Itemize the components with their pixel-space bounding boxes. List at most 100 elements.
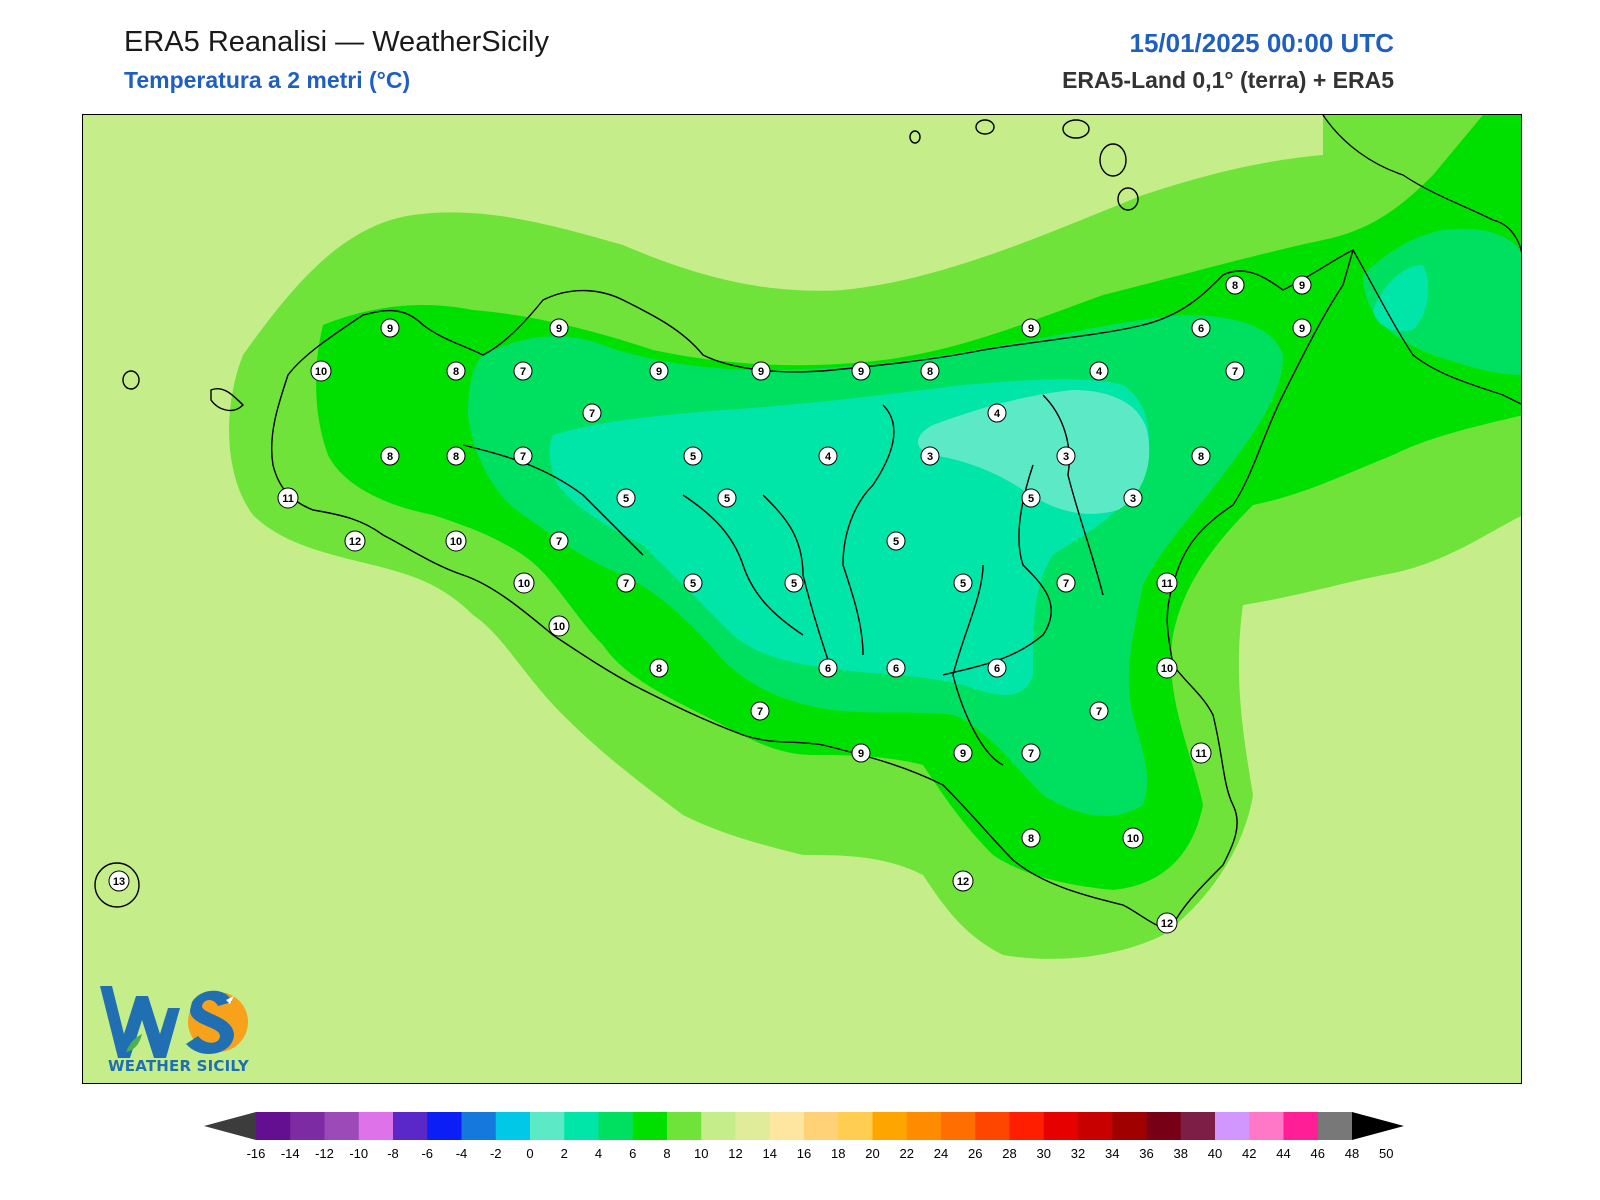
station-marker[interactable]: 9 — [380, 318, 400, 338]
station-marker[interactable]: 9 — [649, 361, 669, 381]
colorbar-swatch — [1317, 1112, 1353, 1140]
station-marker[interactable]: 10 — [310, 360, 332, 382]
colorbar-swatch — [701, 1112, 736, 1140]
station-marker[interactable]: 8 — [446, 446, 466, 466]
colorbar-tick-label: -8 — [387, 1146, 399, 1161]
station-marker[interactable]: 7 — [513, 361, 533, 381]
station-marker[interactable]: 9 — [1292, 275, 1312, 295]
colorbar-swatch — [324, 1112, 360, 1140]
station-marker[interactable]: 5 — [1021, 488, 1041, 508]
station-value: 8 — [1028, 833, 1034, 845]
colorbar-tick-label: 24 — [934, 1146, 948, 1161]
station-value: 5 — [1028, 493, 1034, 505]
station-marker[interactable]: 6 — [1191, 318, 1211, 338]
station-value: 7 — [1028, 748, 1034, 760]
colorbar-tick-label: 44 — [1276, 1146, 1290, 1161]
station-marker[interactable]: 12 — [1156, 912, 1178, 934]
colorbar-tick-label: 6 — [629, 1146, 636, 1161]
station-marker[interactable]: 4 — [1089, 361, 1109, 381]
station-marker[interactable]: 12 — [952, 870, 974, 892]
colorbar-swatches — [204, 1112, 1404, 1140]
station-marker[interactable]: 5 — [953, 573, 973, 593]
station-value: 12 — [1161, 918, 1173, 930]
station-marker[interactable]: 7 — [750, 701, 770, 721]
station-marker[interactable]: 10 — [1156, 657, 1178, 679]
station-marker[interactable]: 8 — [1225, 275, 1245, 295]
colorbar-tick-label: 46 — [1311, 1146, 1325, 1161]
colorbar-swatch — [735, 1112, 771, 1140]
station-marker[interactable]: 7 — [1225, 361, 1245, 381]
station-marker[interactable]: 8 — [649, 658, 669, 678]
colorbar-tick-label: -6 — [421, 1146, 433, 1161]
colorbar-swatch — [1146, 1112, 1182, 1140]
station-marker[interactable]: 9 — [1021, 318, 1041, 338]
station-marker[interactable]: 12 — [344, 530, 366, 552]
colorbar-swatch — [906, 1112, 942, 1140]
station-value: 9 — [556, 323, 562, 335]
station-marker[interactable]: 9 — [851, 361, 871, 381]
colorbar-swatch — [564, 1112, 599, 1140]
station-marker[interactable]: 5 — [683, 446, 703, 466]
colorbar-tick-label: 30 — [1037, 1146, 1051, 1161]
station-marker[interactable]: 7 — [513, 446, 533, 466]
colorbar-extend-max — [1352, 1112, 1404, 1140]
station-marker[interactable]: 11 — [1190, 742, 1212, 764]
station-marker[interactable]: 7 — [582, 403, 602, 423]
station-marker[interactable]: 9 — [851, 743, 871, 763]
colorbar-tick-label: -2 — [490, 1146, 502, 1161]
colorbar: -16 -14 -12 -10 -8 -6 -4 -2 0 2 4 6 8 10 12 14 16 18 20 22 2… — [204, 1112, 1404, 1161]
station-marker[interactable]: 9 — [751, 361, 771, 381]
station-marker[interactable]: 7 — [1021, 743, 1041, 763]
station-marker[interactable]: 9 — [549, 318, 569, 338]
station-marker[interactable]: 3 — [920, 446, 940, 466]
station-marker[interactable]: 4 — [818, 446, 838, 466]
colorbar-tick-label: -14 — [281, 1146, 300, 1161]
station-value: 7 — [1063, 578, 1069, 590]
colorbar-swatch — [427, 1112, 462, 1140]
station-marker[interactable]: 13 — [108, 870, 130, 892]
station-value: 9 — [387, 323, 393, 335]
colorbar-extend-min — [204, 1112, 256, 1140]
colorbar-tick-label: 20 — [865, 1146, 879, 1161]
colorbar-tick-label: 22 — [900, 1146, 914, 1161]
station-marker[interactable]: 10 — [548, 615, 570, 637]
station-marker[interactable]: 9 — [953, 743, 973, 763]
station-marker[interactable]: 8 — [1021, 828, 1041, 848]
station-marker[interactable]: 7 — [1089, 701, 1109, 721]
station-marker[interactable]: 5 — [886, 531, 906, 551]
station-value: 4 — [825, 451, 832, 463]
station-marker[interactable]: 5 — [717, 488, 737, 508]
station-value: 5 — [623, 493, 629, 505]
colorbar-swatch — [975, 1112, 1010, 1140]
station-marker[interactable]: 10 — [445, 530, 467, 552]
station-marker[interactable]: 4 — [987, 403, 1007, 423]
station-marker[interactable]: 7 — [549, 531, 569, 551]
station-marker[interactable]: 6 — [987, 658, 1007, 678]
station-marker[interactable]: 6 — [886, 658, 906, 678]
station-marker[interactable]: 9 — [1292, 318, 1312, 338]
station-marker[interactable]: 3 — [1056, 446, 1076, 466]
station-marker[interactable]: 8 — [380, 446, 400, 466]
station-marker[interactable]: 8 — [920, 361, 940, 381]
station-marker[interactable]: 7 — [616, 573, 636, 593]
station-value: 7 — [1096, 706, 1102, 718]
station-marker[interactable]: 11 — [277, 487, 299, 509]
colorbar-tick-label: -10 — [349, 1146, 368, 1161]
colorbar-tick-label: 36 — [1139, 1146, 1153, 1161]
station-value: 9 — [758, 366, 764, 378]
logo-wordmark: WEATHER SICILY — [108, 1057, 249, 1075]
station-value: 8 — [1232, 280, 1238, 292]
station-marker[interactable]: 11 — [1156, 572, 1178, 594]
station-marker[interactable]: 5 — [784, 573, 804, 593]
temperature-map[interactable]: 9 9 10 8 7 9 9 9 8 9 6 8 9 9 7 4 7 4 8 8… — [82, 114, 1522, 1084]
station-marker[interactable]: 5 — [683, 573, 703, 593]
station-marker[interactable]: 8 — [1191, 446, 1211, 466]
station-marker[interactable]: 5 — [616, 488, 636, 508]
station-marker[interactable]: 10 — [513, 572, 535, 594]
colorbar-swatch — [1078, 1112, 1113, 1140]
station-marker[interactable]: 6 — [818, 658, 838, 678]
station-marker[interactable]: 3 — [1123, 488, 1143, 508]
station-marker[interactable]: 8 — [446, 361, 466, 381]
station-marker[interactable]: 7 — [1056, 573, 1076, 593]
station-marker[interactable]: 10 — [1122, 827, 1144, 849]
